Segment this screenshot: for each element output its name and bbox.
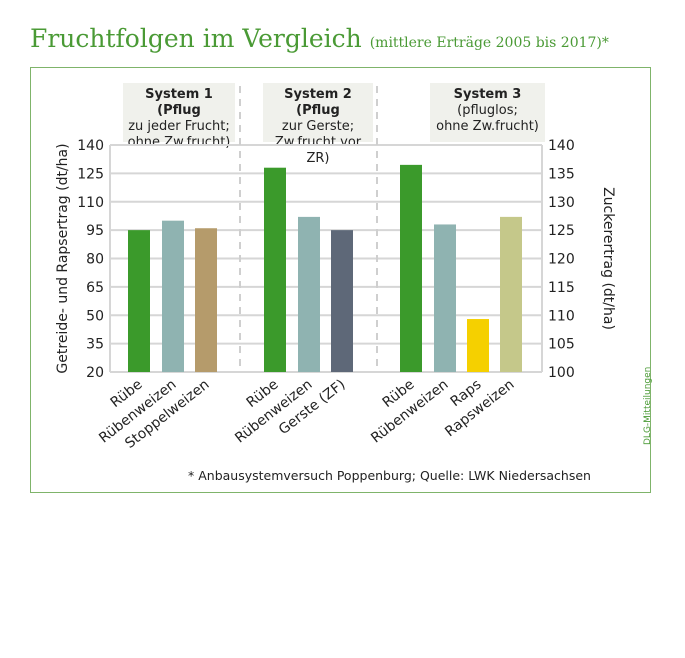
- bar: [128, 230, 150, 372]
- y2-tick-label: 130: [548, 195, 575, 211]
- y2-tick-label: 140: [548, 138, 575, 154]
- chart-frame: [30, 67, 651, 493]
- y-tick-label: 110: [77, 195, 104, 211]
- y-tick-label: 50: [86, 308, 104, 324]
- y2-tick-label: 110: [548, 308, 575, 324]
- bar: [264, 167, 286, 372]
- system-label-box: System 3 (pfluglos; ohne Zw.frucht): [430, 83, 545, 142]
- system-label-line: System 2 (Pflug: [284, 87, 352, 118]
- chart-title: Fruchtfolgen im Vergleich (mittlere Ertr…: [30, 24, 609, 53]
- system-label-line: zu jeder Frucht;: [128, 119, 230, 134]
- subtitle: (mittlere Erträge 2005 bis 2017)*: [369, 35, 609, 51]
- bar: [162, 220, 184, 372]
- y2-tick-label: 100: [548, 365, 575, 381]
- system-label-box: System 2 (Pflug zur Gerste; Zw.frucht vor …: [263, 83, 373, 166]
- bar: [500, 216, 522, 372]
- system-label-line: ohne Zw.frucht): [127, 135, 231, 150]
- bar: [400, 164, 422, 372]
- system-label-line: Zw.frucht vor ZR): [274, 135, 362, 166]
- system-label-line: System 1 (Pflug: [145, 87, 213, 118]
- system-label-box: System 1 (Pflug zu jeder Frucht; ohne Zw.f…: [123, 83, 235, 150]
- y2-axis-label: Zuckerertrag (dt/ha): [600, 187, 616, 330]
- title-text: Fruchtfolgen im Vergleich: [30, 24, 362, 53]
- y2-tick-label: 125: [548, 223, 575, 239]
- bar: [298, 216, 320, 372]
- system-label-line: System 3: [453, 87, 522, 102]
- y-tick-label: 35: [86, 337, 104, 353]
- bar: [195, 228, 217, 372]
- bar: [467, 319, 489, 372]
- bar: [434, 224, 456, 372]
- y-tick-label: 20: [86, 365, 104, 381]
- y2-tick-label: 120: [548, 252, 575, 268]
- y-tick-label: 125: [77, 166, 104, 182]
- credit: DLG-Mitteilungen: [643, 366, 653, 445]
- y2-tick-label: 115: [548, 280, 575, 296]
- bar: [331, 230, 353, 372]
- footnote: * Anbausystemversuch Poppenburg; Quelle:…: [188, 468, 591, 483]
- y-tick-label: 80: [86, 252, 104, 268]
- y2-tick-label: 105: [548, 337, 575, 353]
- y2-tick-label: 135: [548, 166, 575, 182]
- system-label-line: (pfluglos;: [457, 103, 518, 118]
- y-axis-label: Getreide- und Rapsertrag (dt/ha): [55, 143, 71, 373]
- y-tick-label: 140: [77, 138, 104, 154]
- system-label-line: ohne Zw.frucht): [436, 119, 539, 134]
- y-tick-label: 65: [86, 280, 104, 296]
- system-label-line: zur Gerste;: [281, 119, 355, 134]
- y-tick-label: 95: [86, 223, 104, 239]
